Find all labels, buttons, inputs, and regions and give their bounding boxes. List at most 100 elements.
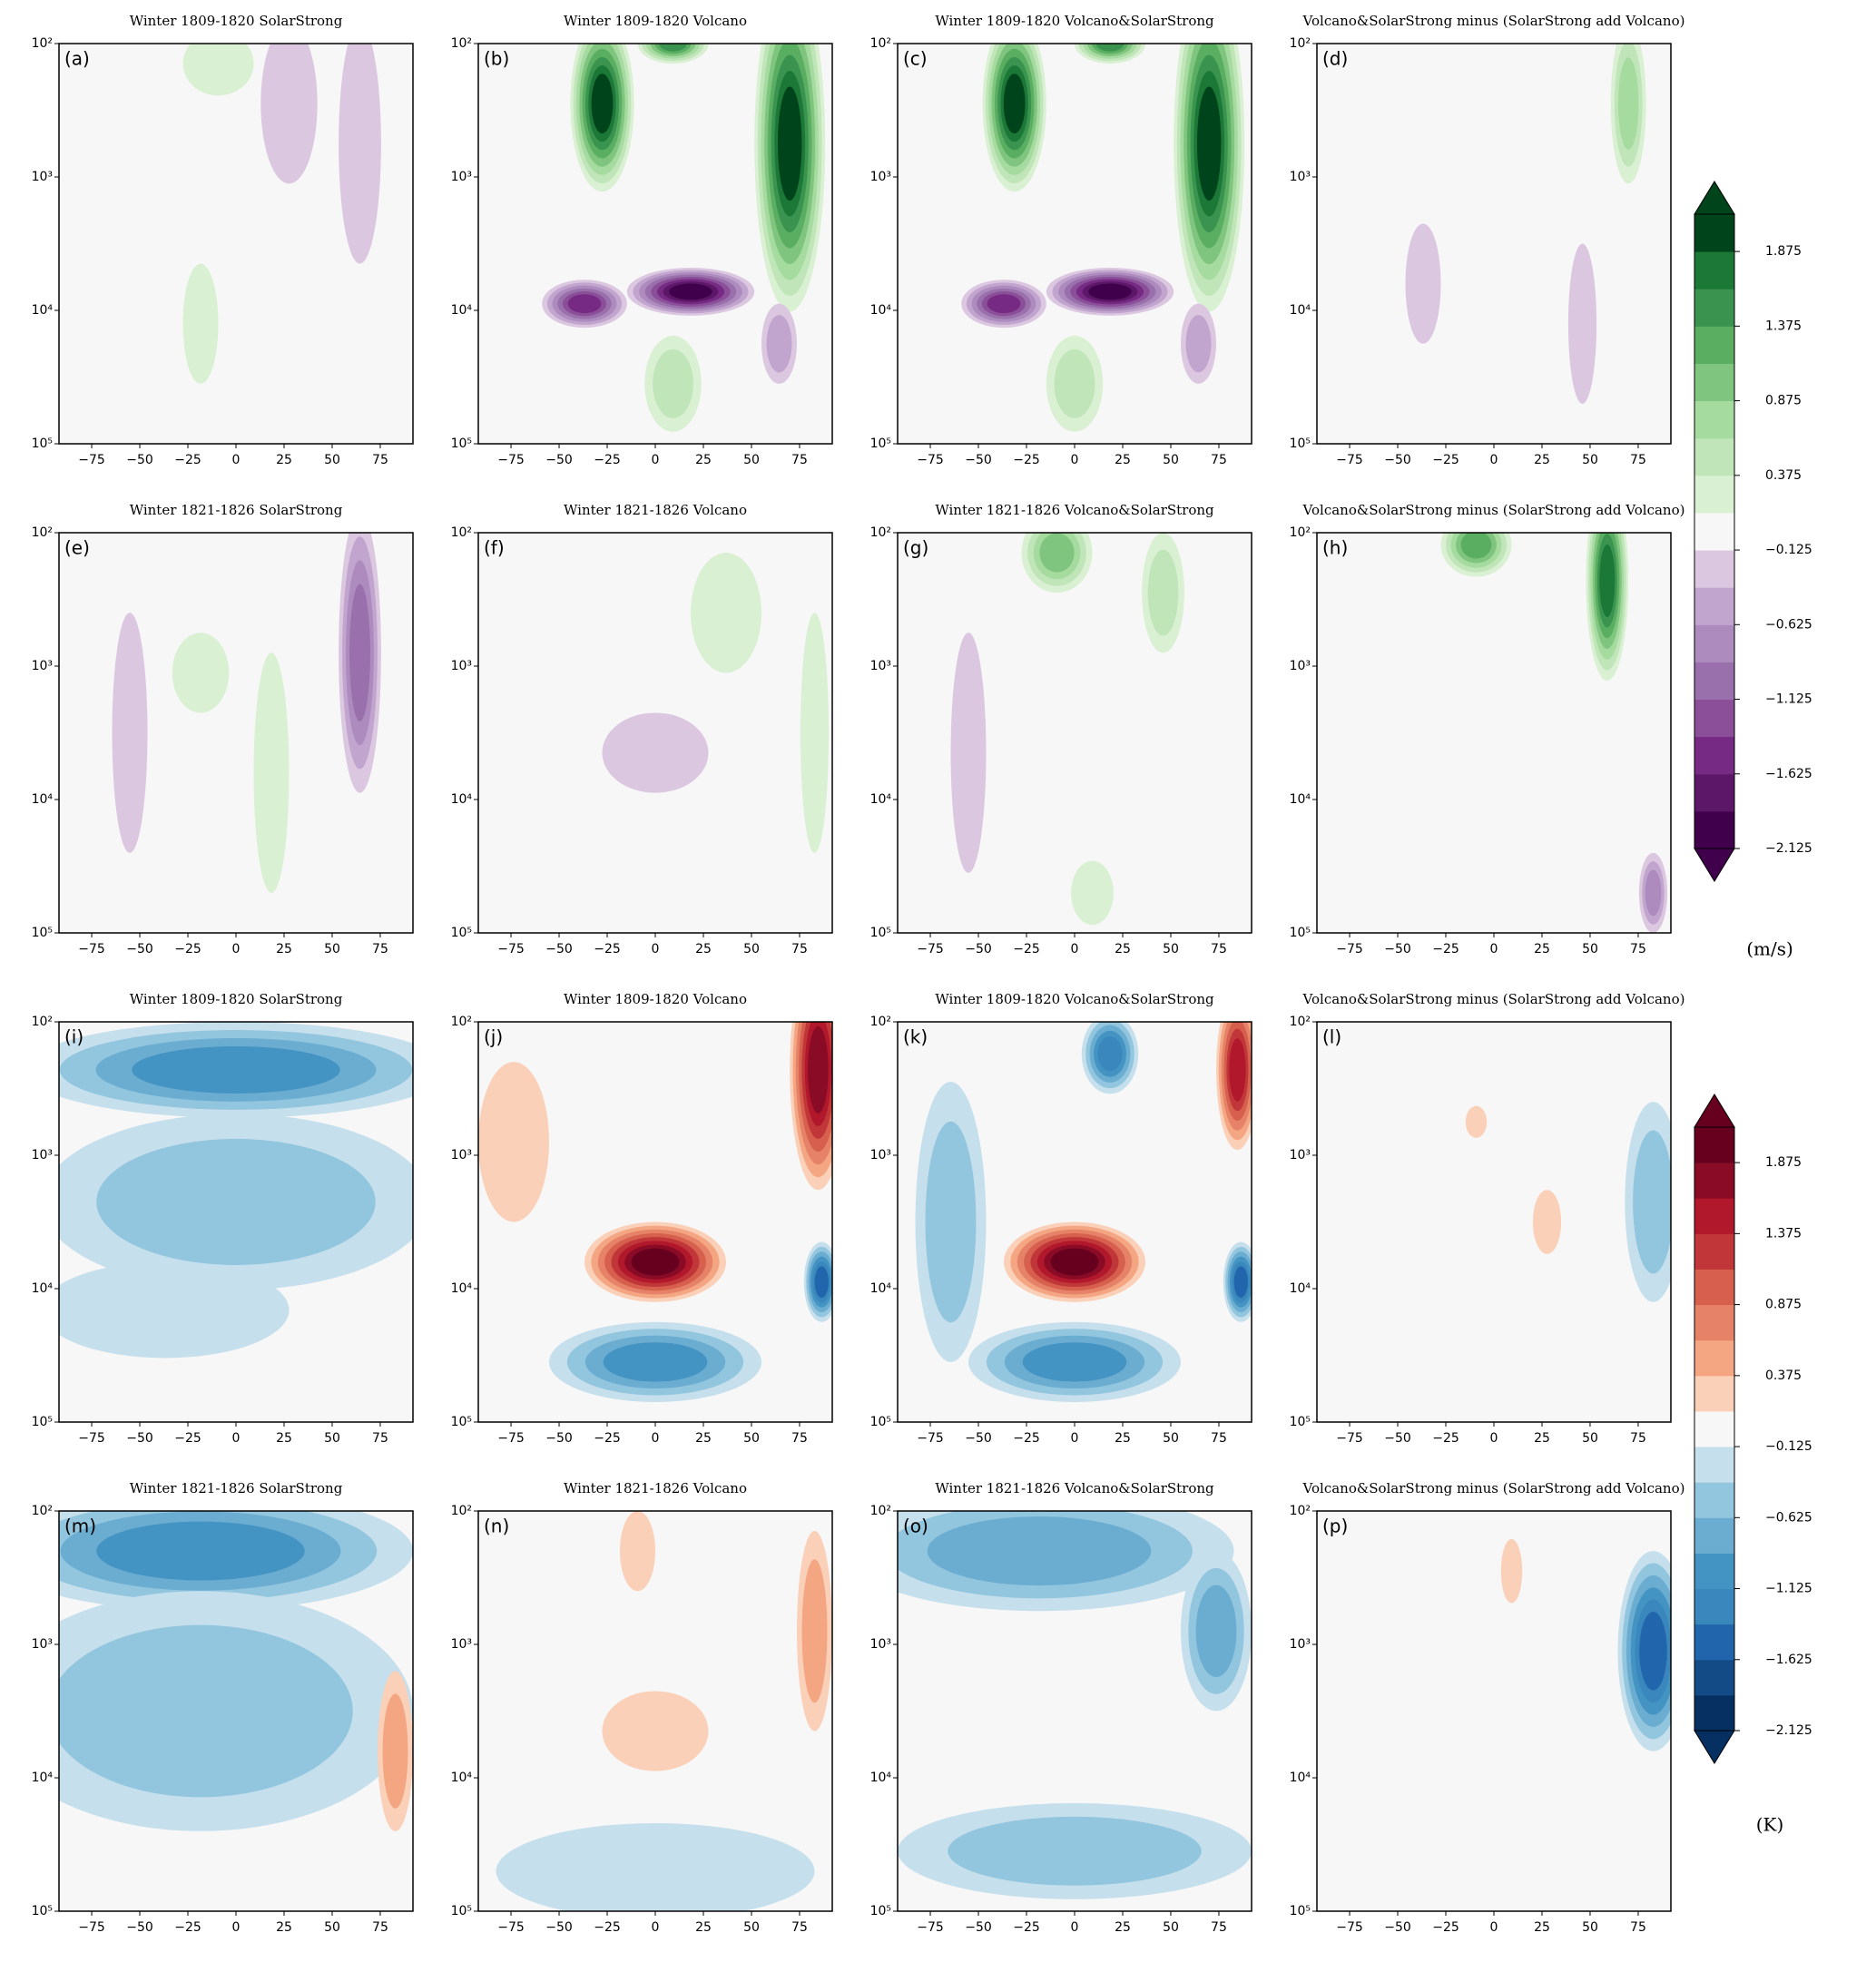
colorbar-tick-label: −0.625	[1765, 617, 1812, 632]
x-tick-label: −25	[1432, 453, 1459, 467]
y-tick-label: 10²	[1290, 525, 1311, 540]
colorbar-unit: (m/s)	[1746, 938, 1793, 960]
panel-label: (j)	[484, 1026, 503, 1048]
field-shape	[1195, 1584, 1237, 1678]
colorbar-extension	[1694, 1730, 1735, 1764]
colorbar-tick-label: 0.875	[1765, 394, 1802, 408]
colorbar-band	[1694, 699, 1734, 738]
field-shape	[927, 1516, 1152, 1586]
field-shape	[620, 1511, 655, 1592]
field-shape	[1233, 1266, 1248, 1298]
colorbar-band	[1694, 1447, 1734, 1483]
field	[59, 44, 413, 444]
x-tick-label: 25	[1115, 942, 1131, 957]
field-shape	[567, 294, 602, 314]
y-tick-label: 10²	[870, 36, 891, 51]
field-shape	[260, 44, 318, 184]
x-tick-label: 25	[695, 1431, 712, 1446]
field-shape	[1633, 1130, 1671, 1274]
panel-label: (o)	[903, 1516, 928, 1537]
field-shape	[950, 633, 987, 873]
x-tick-label: 50	[324, 453, 340, 467]
field-shape	[96, 1138, 376, 1265]
y-tick-label: 10²	[32, 1015, 53, 1029]
panel-title: Volcano&SolarStrong minus (SolarStrong a…	[1302, 1480, 1685, 1496]
x-tick-label: 75	[1211, 942, 1227, 957]
y-tick-label: 10⁴	[870, 303, 892, 318]
y-tick-label: 10⁵	[1290, 1904, 1311, 1918]
colorbar-band	[1694, 475, 1734, 514]
y-tick-label: 10⁴	[32, 792, 54, 807]
field-shape	[1039, 533, 1075, 573]
x-tick-label: 50	[743, 1431, 760, 1446]
x-tick-label: −75	[1336, 942, 1363, 957]
x-tick-label: −75	[917, 1431, 944, 1446]
x-tick-label: 50	[324, 1920, 340, 1935]
field-background	[1317, 1022, 1671, 1422]
colorbar-tick-label: −0.125	[1765, 1439, 1812, 1454]
colorbar-band	[1694, 1410, 1734, 1447]
y-tick-label: 10²	[451, 1015, 472, 1029]
panel-title: Winter 1809-1820 Volcano&SolarStrong	[935, 13, 1214, 29]
y-tick-label: 10³	[1290, 170, 1311, 184]
panel-label: (k)	[903, 1026, 928, 1048]
y-tick-label: 10⁵	[32, 926, 53, 940]
field-shape	[1071, 860, 1114, 926]
x-tick-label: −75	[1336, 1920, 1363, 1935]
field-shape	[1617, 57, 1639, 150]
x-tick-label: 75	[1630, 453, 1646, 467]
x-tick-label: 50	[1582, 1431, 1598, 1446]
field-shape	[801, 1559, 828, 1703]
colorbar-band	[1694, 810, 1734, 849]
colorbar-band	[1694, 773, 1734, 812]
x-tick-label: 0	[1071, 453, 1079, 467]
colorbar-band	[1694, 1624, 1734, 1661]
x-tick-label: 0	[1071, 942, 1079, 957]
x-tick-label: −25	[1432, 942, 1459, 957]
x-tick-label: 75	[1211, 1920, 1227, 1935]
y-tick-label: 10²	[1290, 1504, 1311, 1518]
field	[478, 1511, 832, 1911]
x-tick-label: 50	[324, 1431, 340, 1446]
panel-title: Winter 1821-1826 Volcano&SolarStrong	[935, 1480, 1214, 1496]
x-tick-label: 0	[1071, 1431, 1079, 1446]
y-tick-label: 10⁵	[1290, 926, 1311, 940]
x-tick-label: −25	[1013, 1431, 1040, 1446]
x-tick-label: −50	[126, 1920, 153, 1935]
colorbar-tick-label: 0.375	[1765, 1369, 1802, 1383]
x-tick-label: 50	[1582, 453, 1598, 467]
y-tick-label: 10³	[870, 1148, 891, 1163]
x-tick-label: 75	[1630, 942, 1646, 957]
colorbar-tick-label: −1.125	[1765, 1582, 1812, 1596]
x-tick-label: 0	[652, 1920, 660, 1935]
panel-label: (e)	[64, 537, 90, 559]
y-tick-label: 10²	[870, 525, 891, 540]
y-tick-label: 10⁴	[1290, 303, 1311, 318]
colorbar-band	[1694, 624, 1734, 662]
x-tick-label: 75	[372, 942, 388, 957]
colorbar-band	[1694, 1517, 1734, 1554]
y-tick-label: 10⁴	[32, 1771, 54, 1785]
panel-title: Winter 1809-1820 Volcano&SolarStrong	[935, 991, 1214, 1007]
y-tick-label: 10³	[451, 1637, 472, 1652]
x-tick-label: −25	[174, 1431, 201, 1446]
x-tick-label: −50	[545, 453, 573, 467]
y-tick-label: 10⁵	[870, 1415, 891, 1429]
field	[1317, 44, 1671, 444]
field-shape	[1229, 1038, 1246, 1102]
field-shape	[1639, 1612, 1667, 1691]
panel-label: (d)	[1322, 48, 1348, 70]
y-tick-label: 10³	[870, 659, 891, 673]
field-shape	[659, 44, 687, 52]
colorbar-tick-label: −2.125	[1765, 1723, 1812, 1738]
field	[59, 533, 413, 933]
y-tick-label: 10³	[1290, 1637, 1311, 1652]
x-tick-label: 75	[791, 453, 808, 467]
y-tick-label: 10⁴	[1290, 1281, 1311, 1296]
colorbar-band	[1694, 1588, 1734, 1625]
x-tick-label: 75	[372, 453, 388, 467]
colorbar-band	[1694, 1198, 1734, 1234]
panel-title: Winter 1809-1820 Volcano	[564, 13, 747, 29]
y-tick-label: 10²	[451, 1504, 472, 1518]
